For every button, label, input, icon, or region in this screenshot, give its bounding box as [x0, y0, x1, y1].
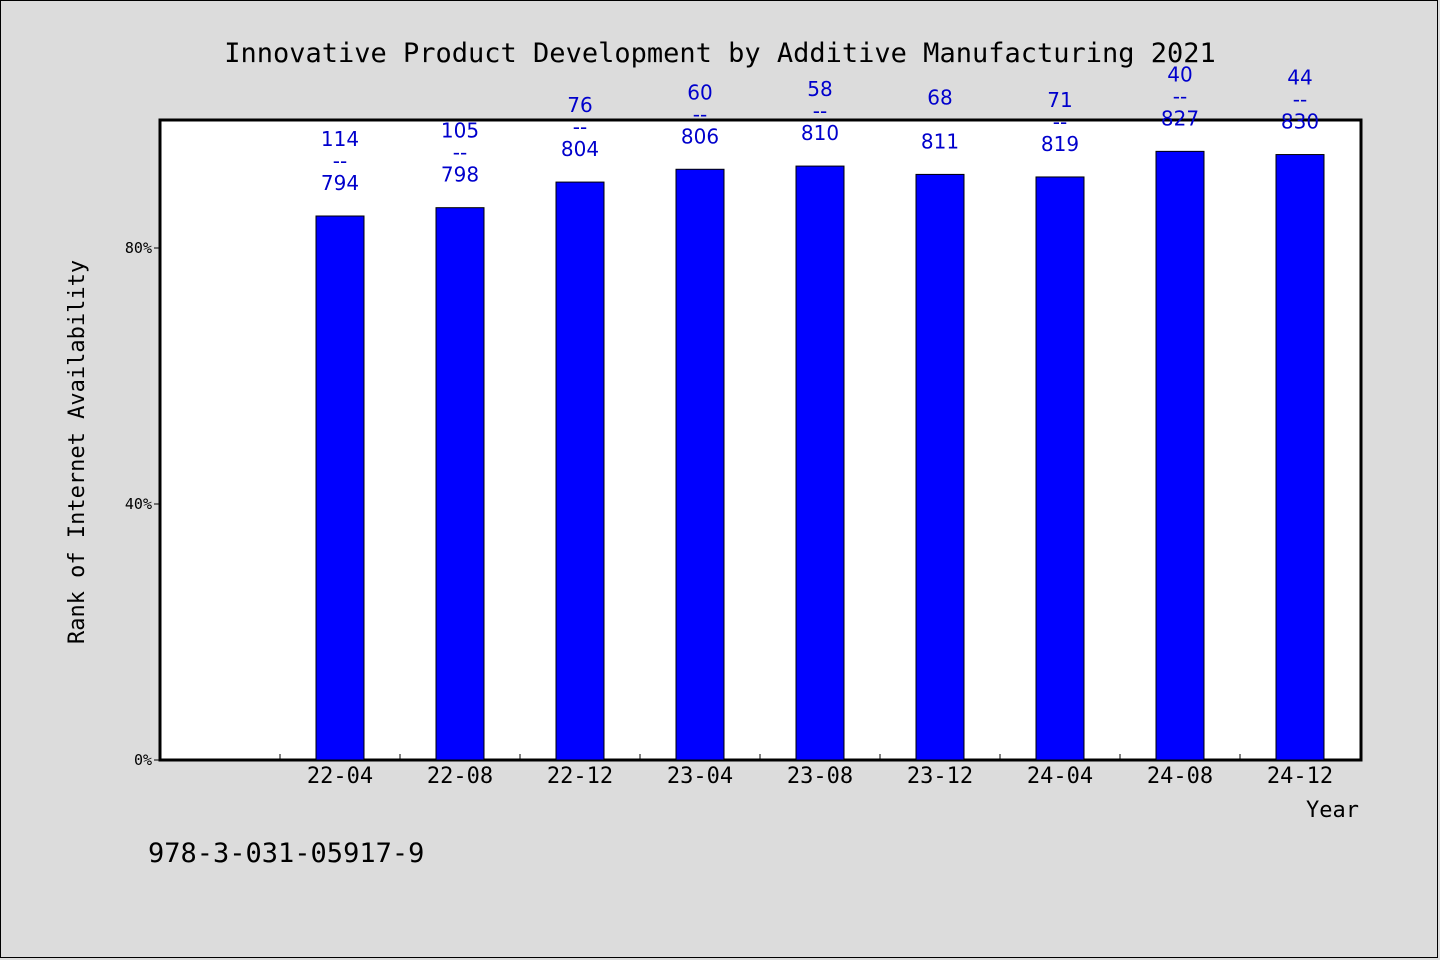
bar-24-12 [1275, 154, 1325, 761]
data-label-22-08-line1: 105 [441, 119, 479, 143]
data-label-24-12-line1: 44 [1287, 66, 1312, 90]
data-label-23-08-line1: 58 [807, 77, 832, 101]
data-label-23-04-line1: 60 [687, 80, 712, 104]
data-label-24-12-line3: 830 [1281, 110, 1319, 134]
y-tick-label-80: 80% [125, 239, 152, 257]
data-label-23-04-line3: 806 [681, 124, 719, 148]
data-label-23-08-line2: -- [813, 99, 827, 123]
bar-22-08 [435, 207, 485, 761]
bar-22-04 [315, 215, 365, 761]
data-label-22-08-line3: 798 [441, 163, 479, 187]
data-label-22-04-line3: 794 [321, 171, 359, 195]
footer-isbn: 978-3-031-05917-9 [148, 838, 424, 869]
data-labels-group: 114--794105--79876--80460--80658--810688… [321, 62, 1319, 195]
bar-24-04 [1035, 176, 1085, 761]
y-tick-label-0: 0% [134, 751, 152, 769]
bar-22-12 [555, 181, 605, 761]
data-label-24-08-line3: 827 [1161, 106, 1199, 130]
data-label-23-12-line1: 68 [927, 85, 952, 109]
x-tick-label-23-04: 23-04 [667, 764, 733, 789]
data-label-23-12-line3: 811 [921, 129, 959, 153]
data-label-24-04-line2: -- [1053, 110, 1067, 134]
x-tick-label-23-08: 23-08 [787, 764, 853, 789]
data-label-22-04-line1: 114 [321, 127, 359, 151]
y-axis-title: Rank of Internet Availability [65, 260, 90, 644]
data-label-23-08-line3: 810 [801, 121, 839, 145]
data-label-24-04-line1: 71 [1047, 88, 1072, 112]
data-label-22-12-line1: 76 [567, 93, 592, 117]
bar-24-08 [1155, 150, 1205, 761]
data-label-22-08-line2: -- [453, 141, 467, 165]
bar-23-08 [795, 165, 845, 761]
x-tick-label-24-08: 24-08 [1147, 764, 1213, 789]
data-label-22-04-line2: -- [333, 149, 347, 173]
x-tick-label-24-12: 24-12 [1267, 764, 1333, 789]
bar-23-12 [915, 173, 965, 761]
x-tick-label-22-12: 22-12 [547, 764, 613, 789]
y-tick-label-40: 40% [125, 495, 152, 513]
bar-23-04 [675, 168, 725, 761]
data-label-23-04-line2: -- [693, 102, 707, 126]
chart-title: Innovative Product Development by Additi… [224, 38, 1216, 69]
data-label-22-12-line3: 804 [561, 137, 599, 161]
data-label-22-12-line2: -- [573, 115, 587, 139]
x-tick-label-23-12: 23-12 [907, 764, 973, 789]
x-tick-label-22-04: 22-04 [307, 764, 373, 789]
x-axis-title: Year [1306, 798, 1359, 823]
data-label-24-04-line3: 819 [1041, 132, 1079, 156]
y-axis-ticks: 0% 40% 80% [125, 239, 160, 769]
bars-group [315, 150, 1325, 761]
data-label-24-12-line2: -- [1293, 88, 1307, 112]
data-label-24-08-line1: 40 [1167, 62, 1192, 86]
x-axis-ticks: 22-04 22-08 22-12 23-04 23-08 23-12 24-04 24-08… [279, 754, 1361, 789]
data-label-24-08-line2: -- [1173, 84, 1187, 108]
x-tick-label-24-04: 24-04 [1027, 764, 1093, 789]
x-tick-label-22-08: 22-08 [427, 764, 493, 789]
